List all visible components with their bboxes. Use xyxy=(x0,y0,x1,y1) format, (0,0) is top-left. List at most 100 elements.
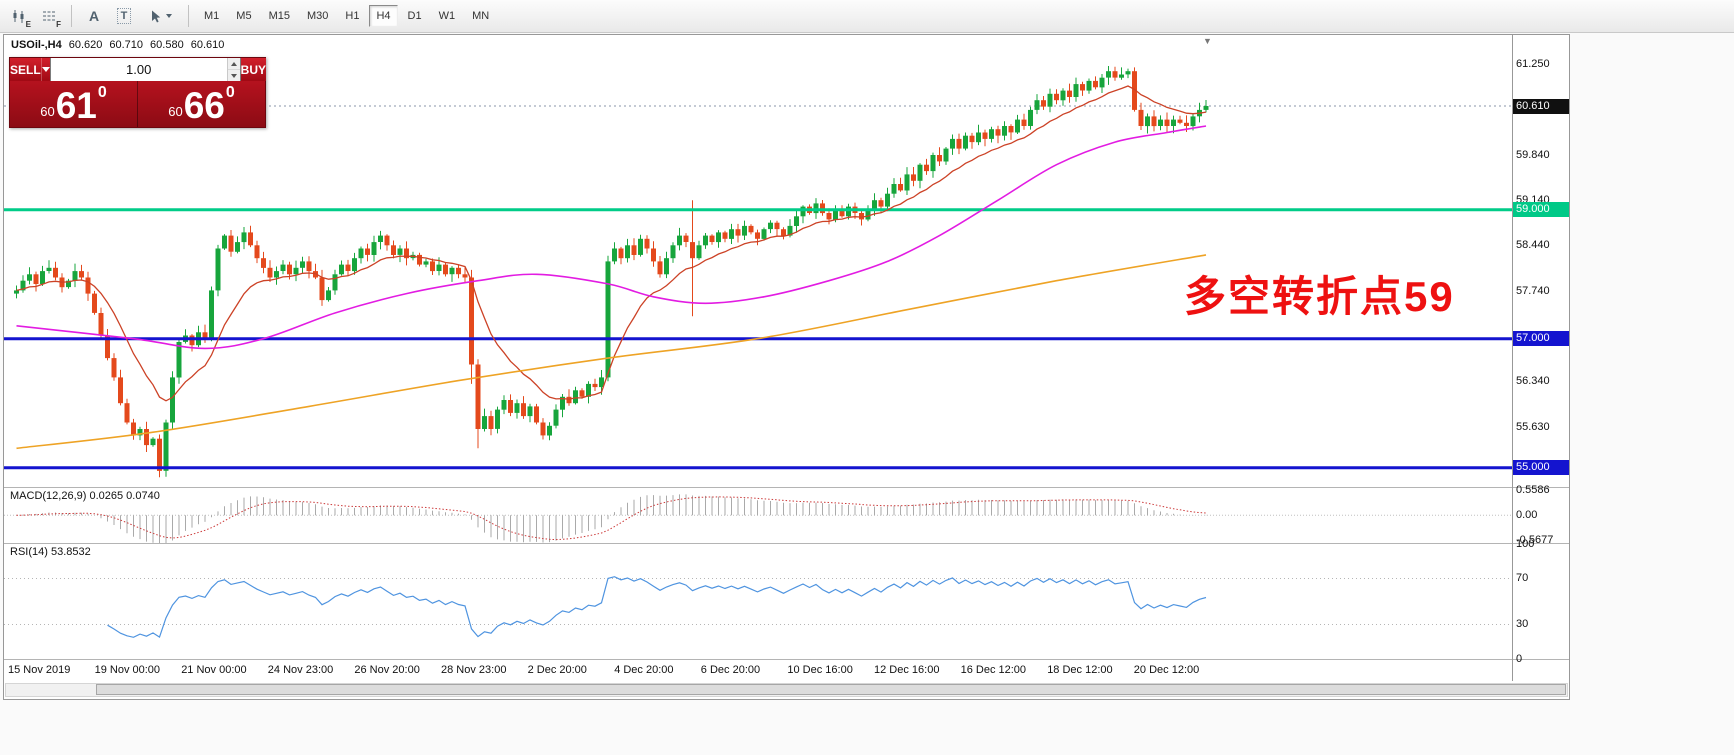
trade-controls-row: SELL BUY xyxy=(10,58,267,81)
time-axis-label: 26 Nov 20:00 xyxy=(354,664,420,676)
crosshair-cursor-icon xyxy=(151,10,160,22)
objects-button[interactable]: F xyxy=(35,4,63,29)
time-axis-label: 6 Dec 20:00 xyxy=(700,664,761,676)
chart-shift-marker-icon[interactable]: ▼ xyxy=(1203,36,1212,46)
price-axis-label-57.740: 57.740 xyxy=(1516,284,1550,297)
sell-price-prefix: 60 xyxy=(40,104,55,119)
time-axis-label: 10 Dec 16:00 xyxy=(787,664,853,676)
timeframe-m15[interactable]: M15 xyxy=(268,10,290,22)
rsi-label: RSI(14) 53.8532 xyxy=(10,546,91,558)
price-axis-label-55.000[interactable]: 55.000 xyxy=(1513,460,1569,476)
time-axis-label: 16 Dec 12:00 xyxy=(960,664,1027,676)
sell-price-display[interactable]: 60 61 0 xyxy=(10,81,137,127)
objects-badge: F xyxy=(56,19,61,29)
price-axis-label-59.000[interactable]: 59.000 xyxy=(1513,202,1569,218)
timeframe-m1[interactable]: M1 xyxy=(204,10,220,22)
cursor-dropdown-caret-icon xyxy=(165,14,172,18)
price-axis-label-61.250: 61.250 xyxy=(1516,58,1550,71)
text-label-icon: A xyxy=(88,8,100,24)
close-value: 60.610 xyxy=(190,39,225,51)
panel-separator[interactable] xyxy=(4,487,1569,488)
time-axis-label: 18 Dec 12:00 xyxy=(1047,664,1113,676)
chevron-down-icon xyxy=(230,73,237,78)
panel-separator[interactable] xyxy=(4,543,1569,544)
macd-axis-label--0.5677: -0.5677 xyxy=(1516,533,1554,546)
chart-window: USOil-,H4 60.620 60.710 60.580 60.610 ▼ … xyxy=(3,34,1570,700)
main-toolbar: E F A T M1 M5 M15 M30 H1 H4 D1 W1 MN xyxy=(0,0,1734,33)
volume-input[interactable] xyxy=(50,58,227,81)
rsi-axis-label-0: 0 xyxy=(1516,652,1523,665)
volume-increase-button[interactable] xyxy=(227,58,240,70)
macd-axis-label-0.00: 0.00 xyxy=(1516,508,1538,521)
trade-prices-row: 60 61 0 60 66 0 xyxy=(10,81,265,127)
price-axis-label-58.440: 58.440 xyxy=(1516,239,1550,252)
macd-label: MACD(12,26,9) 0.0265 0.0740 xyxy=(10,490,160,502)
sell-dropdown-button[interactable] xyxy=(40,58,50,81)
timeframe-mn[interactable]: MN xyxy=(472,10,490,22)
chart-ohlc-header: USOil-,H4 60.620 60.710 60.580 60.610 xyxy=(11,39,224,51)
price-axis-label-56.340: 56.340 xyxy=(1516,374,1550,387)
buy-price-big: 66 xyxy=(183,85,225,127)
time-axis-label: 15 Nov 2019 xyxy=(8,664,71,676)
cursor-tool-button[interactable] xyxy=(140,4,180,29)
price-axis-label-59.840: 59.840 xyxy=(1516,149,1550,162)
volume-decrease-button[interactable] xyxy=(227,70,240,81)
text-box-button[interactable]: T xyxy=(110,4,138,29)
one-click-trading-panel: SELL BUY 60 61 0 60 66 xyxy=(9,57,267,128)
low-value: 60.580 xyxy=(150,39,184,51)
sell-price-big: 61 xyxy=(55,85,97,127)
time-axis-label: 28 Nov 23:00 xyxy=(441,664,507,676)
time-axis-label: 12 Dec 16:00 xyxy=(874,664,940,676)
open-value: 60.620 xyxy=(68,39,103,51)
time-axis-label: 4 Dec 20:00 xyxy=(614,664,674,676)
chevron-up-icon xyxy=(230,61,237,66)
time-axis-label: 2 Dec 20:00 xyxy=(527,664,587,676)
sell-price-sup: 0 xyxy=(97,84,107,101)
timeframe-w1[interactable]: W1 xyxy=(438,10,456,22)
chart-annotation-text: 多空转折点59 xyxy=(1184,273,1455,320)
chevron-down-icon xyxy=(41,67,50,72)
buy-price-prefix: 60 xyxy=(168,104,183,119)
timeframe-m30[interactable]: M30 xyxy=(306,10,329,22)
scrollbar-thumb[interactable] xyxy=(96,684,1566,695)
time-axis-label: 21 Nov 00:00 xyxy=(181,664,247,676)
timeframe-d1[interactable]: D1 xyxy=(407,10,422,22)
macd-axis-label-0.5586: 0.5586 xyxy=(1516,484,1550,497)
buy-price-display[interactable]: 60 66 0 xyxy=(138,81,265,127)
timeframe-h1[interactable]: H1 xyxy=(345,10,360,22)
volume-field xyxy=(49,58,241,81)
indicators-button[interactable]: E xyxy=(5,4,33,29)
symbol-period-label: USOil-,H4 xyxy=(11,39,62,51)
price-axis-separator xyxy=(1512,35,1513,681)
indicators-badge: E xyxy=(25,19,31,29)
macd-canvas[interactable] xyxy=(4,488,1512,543)
rsi-axis-label-30: 30 xyxy=(1516,618,1529,630)
time-axis[interactable]: 15 Nov 2019 19 Nov 00:00 21 Nov 00:00 24 No… xyxy=(4,659,1569,681)
text-label-button[interactable]: A xyxy=(80,4,108,29)
time-axis-label: 19 Nov 00:00 xyxy=(94,664,161,676)
high-value: 60.710 xyxy=(109,39,144,51)
horizontal-scrollbar[interactable] xyxy=(5,683,1568,697)
timeframe-m5[interactable]: M5 xyxy=(236,10,252,22)
objects-icon xyxy=(43,11,55,20)
price-divider xyxy=(137,81,138,127)
price-axis-label-57.000[interactable]: 57.000 xyxy=(1513,331,1569,347)
toolbar-separator xyxy=(188,5,189,27)
rsi-canvas[interactable] xyxy=(4,544,1512,659)
sell-button[interactable]: SELL xyxy=(10,58,41,81)
price-axis-label-55.630: 55.630 xyxy=(1516,420,1550,433)
price-axis-label-60.610[interactable]: 60.610 xyxy=(1513,98,1569,114)
toolbar-separator xyxy=(71,5,72,27)
buy-button[interactable]: BUY xyxy=(240,58,267,81)
rsi-axis-label-100: 100 xyxy=(1516,538,1535,550)
time-axis-label: 24 Nov 23:00 xyxy=(267,664,334,676)
buy-price-sup: 0 xyxy=(225,84,235,101)
rsi-axis-label-70: 70 xyxy=(1516,572,1529,584)
time-axis-label: 20 Dec 12:00 xyxy=(1133,664,1200,676)
indicators-icon xyxy=(13,9,24,23)
text-box-icon: T xyxy=(116,8,132,24)
timeframe-group: M1 M5 M15 M30 H1 H4 D1 W1 MN xyxy=(197,5,496,27)
main-chart-canvas[interactable] xyxy=(4,39,1512,487)
timeframe-h4[interactable]: H4 xyxy=(369,5,398,27)
volume-stepper xyxy=(226,58,240,81)
